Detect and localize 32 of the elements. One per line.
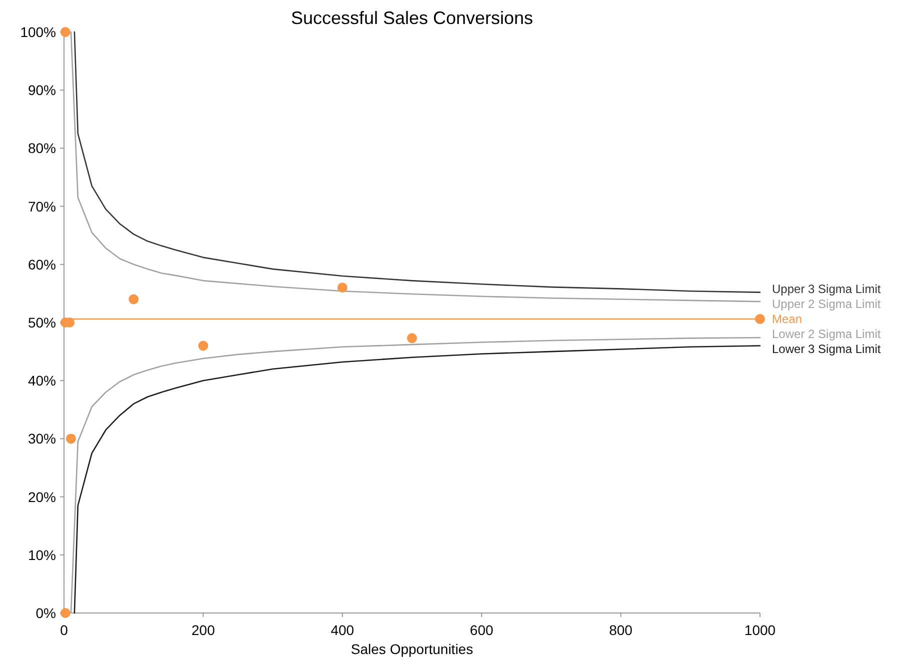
point <box>407 333 417 344</box>
y-tick-label: 80% <box>28 140 56 156</box>
point <box>60 27 70 37</box>
x-tick-label: 800 <box>609 622 633 638</box>
y-tick-label: 10% <box>28 546 56 563</box>
y-tick-label: 30% <box>28 430 56 447</box>
x-tick-label: 400 <box>330 622 354 638</box>
y-tick-label: 0% <box>36 605 56 621</box>
point <box>128 294 139 304</box>
y-tick-label: 70% <box>28 198 56 214</box>
ref-line-label: Mean <box>772 312 802 326</box>
x-tick-label: 200 <box>192 622 216 638</box>
series-label: Upper 2 Sigma Limit <box>772 297 882 312</box>
series-label: Upper 3 Sigma Limit <box>772 282 882 296</box>
y-tick-label: 20% <box>28 488 56 505</box>
point <box>755 314 765 324</box>
y-tick-label: 60% <box>28 256 56 272</box>
x-axis-title: Sales Opportunities <box>350 641 474 657</box>
series-label: Lower 3 Sigma Limit <box>772 342 882 356</box>
chart-title: Successful Sales Conversions <box>290 8 534 28</box>
y-tick-label: 40% <box>28 372 56 389</box>
point <box>66 434 76 444</box>
series-label: Lower 2 Sigma Limit <box>772 327 882 342</box>
point <box>198 340 208 351</box>
x-tick-label: 1000 <box>744 622 776 638</box>
point <box>60 608 70 618</box>
x-tick-label: 0 <box>60 622 68 638</box>
point <box>337 282 348 293</box>
y-tick-label: 90% <box>28 82 56 98</box>
y-tick-label: 50% <box>28 314 56 330</box>
x-tick-label: 600 <box>470 622 494 638</box>
y-tick-label: 100% <box>20 24 56 40</box>
